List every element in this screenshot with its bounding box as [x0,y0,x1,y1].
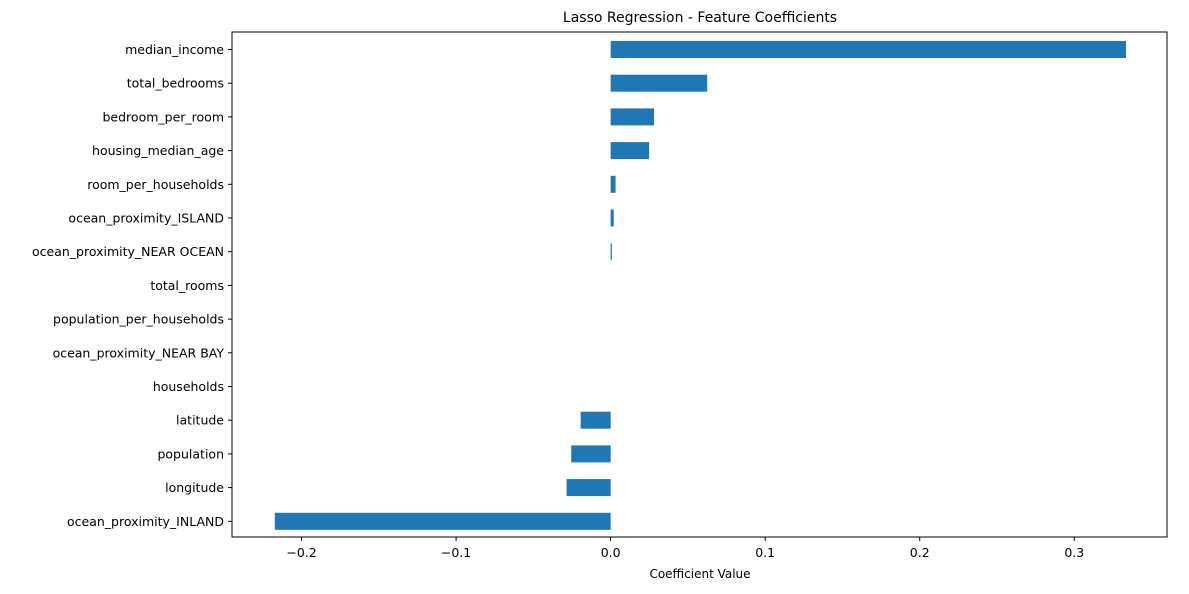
bar [610,243,612,261]
bar [610,175,616,193]
y-tick-label: total_bedrooms [127,76,224,91]
y-tick-label: population_per_households [53,312,224,327]
chart-title: Lasso Regression - Feature Coefficients [563,10,837,26]
y-tick-label: total_rooms [150,278,224,293]
bar [566,479,611,497]
y-tick-label: ocean_proximity_ISLAND [68,211,224,226]
y-axis-ticks: median_income total_bedrooms bedroom_per_r… [32,42,232,529]
y-tick-label: longitude [165,480,224,495]
x-axis-label: Coefficient Value [649,567,750,581]
x-tick-label: 0.1 [755,545,775,560]
bar [610,108,655,126]
y-tick-label: ocean_proximity_NEAR OCEAN [32,244,224,259]
x-tick-label: 0.2 [910,545,930,560]
bars-layer [274,41,1127,530]
y-tick-label: room_per_households [87,177,224,192]
y-tick-label: households [153,379,224,394]
x-tick-label: −0.1 [441,545,471,560]
x-tick-label: 0.0 [601,545,621,560]
bar [580,411,611,429]
y-tick-label: ocean_proximity_NEAR BAY [53,345,225,360]
bar [610,41,1127,58]
x-tick-label: −0.2 [286,545,316,560]
y-tick-label: ocean_proximity_INLAND [67,514,224,529]
bar [571,445,611,463]
x-tick-label: 0.3 [1064,545,1084,560]
y-tick-label: median_income [125,42,224,57]
bar [610,209,614,227]
plot-frame [231,31,1168,538]
bar [274,512,611,530]
bar [610,142,650,160]
x-axis-ticks: −0.2 −0.1 0.0 0.1 0.2 0.3 [286,537,1084,560]
y-tick-label: latitude [176,413,224,428]
y-tick-label: housing_median_age [92,143,224,158]
y-tick-label: population [157,446,224,461]
bar [610,74,708,92]
y-tick-label: bedroom_per_room [103,109,225,124]
